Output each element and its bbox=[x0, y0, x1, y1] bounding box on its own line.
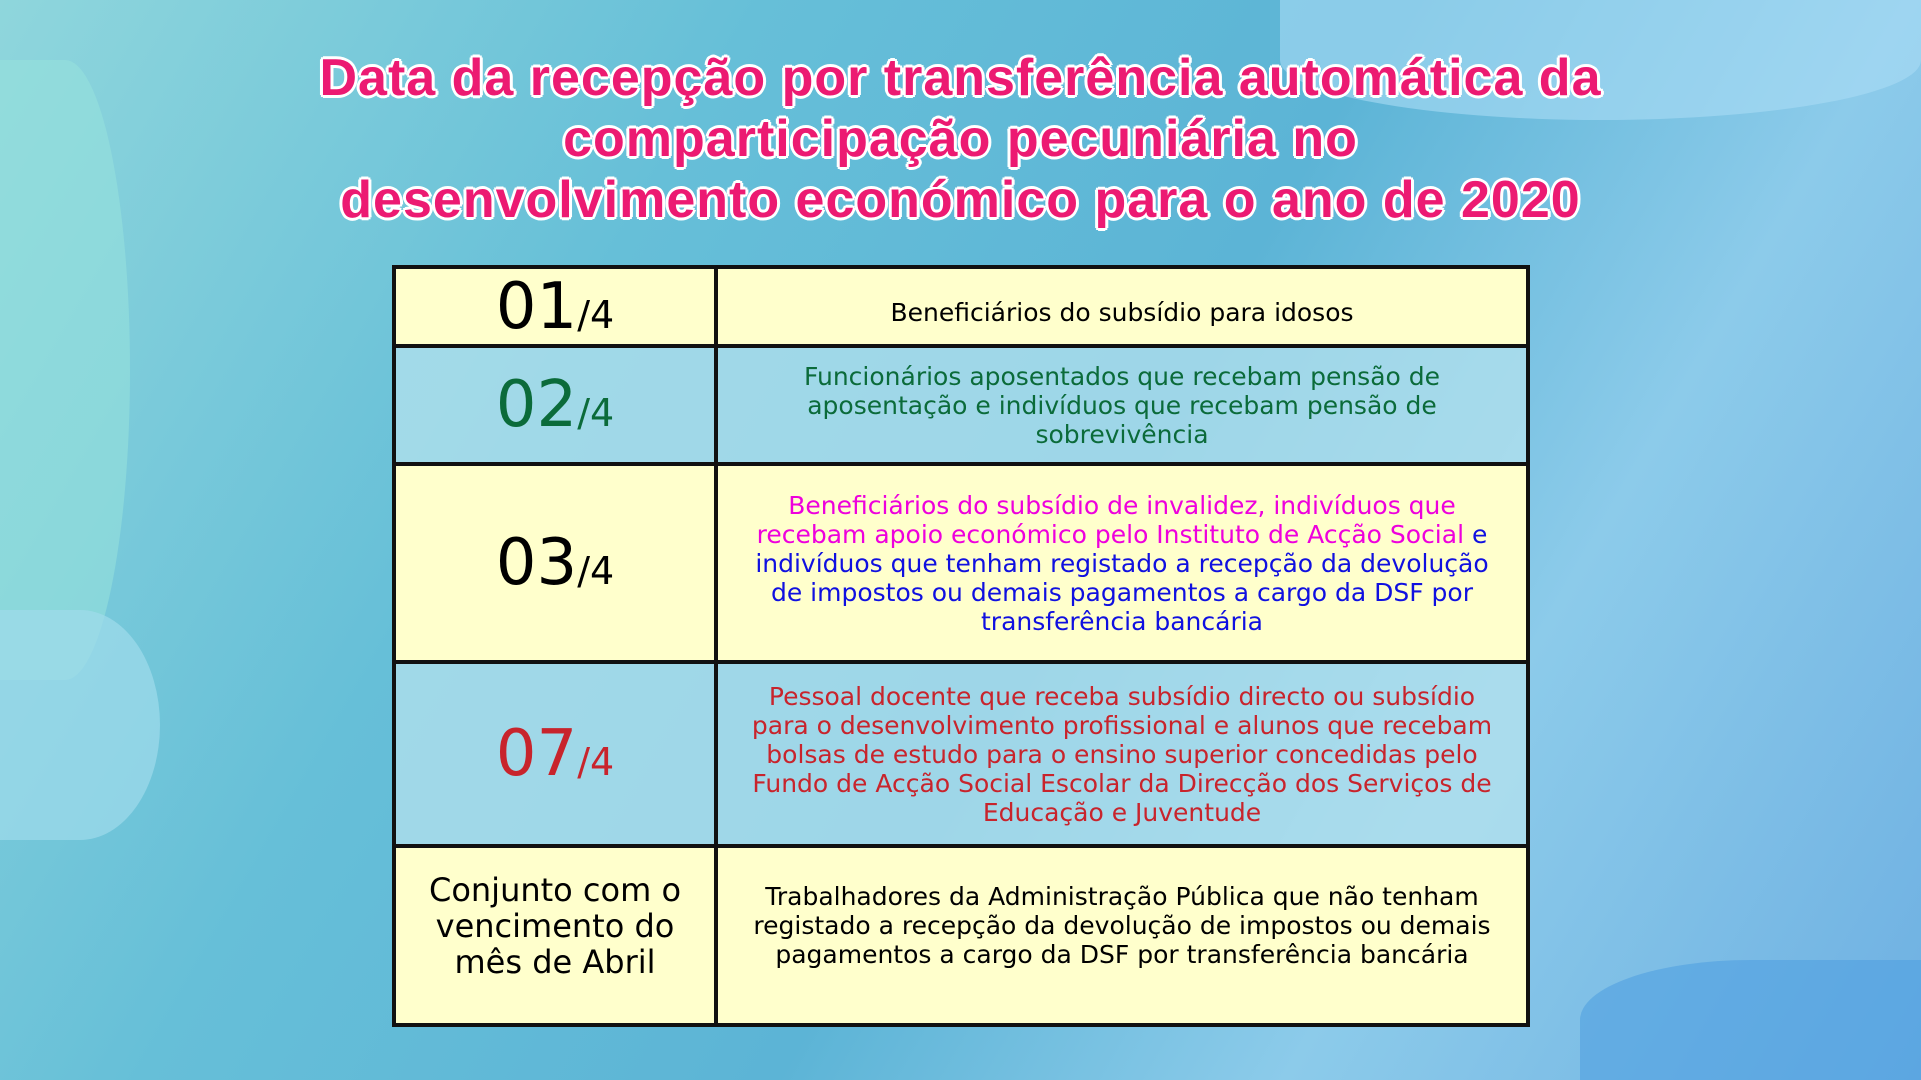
description-cell: Beneficiários do subsídio de invalidez, … bbox=[714, 462, 1530, 664]
table-row: Conjunto com o vencimento do mês de Abri… bbox=[392, 844, 1530, 1027]
day: 02 bbox=[495, 368, 578, 442]
table-row: 01/4 Beneficiários do subsídio para idos… bbox=[392, 265, 1530, 348]
background-shape bbox=[1580, 960, 1921, 1080]
background-shape bbox=[0, 60, 130, 680]
page-title: Data da recepção por transferência autom… bbox=[0, 48, 1921, 231]
date-cell: 03/4 bbox=[392, 462, 718, 664]
title-line: comparticipação pecuniária no bbox=[563, 110, 1358, 168]
table-row: 07/4 Pessoal docente que receba subsídio… bbox=[392, 660, 1530, 848]
month: /4 bbox=[577, 292, 615, 337]
month: /4 bbox=[577, 391, 615, 435]
description-cell: Pessoal docente que receba subsídio dire… bbox=[714, 660, 1530, 848]
background-shape bbox=[1280, 0, 1921, 120]
background-shape bbox=[0, 610, 160, 840]
description-cell: Funcionários aposentados que recebam pen… bbox=[714, 344, 1530, 466]
title-line: desenvolvimento económico para o ano de … bbox=[340, 171, 1581, 229]
date-cell: 07/4 bbox=[392, 660, 718, 848]
description-part-magenta: Beneficiários do subsídio de invalidez, … bbox=[756, 490, 1465, 549]
description-cell: Beneficiários do subsídio para idosos bbox=[714, 265, 1530, 348]
date-cell: Conjunto com o vencimento do mês de Abri… bbox=[392, 844, 718, 1027]
day: 03 bbox=[495, 526, 578, 600]
date-cell: 02/4 bbox=[392, 344, 718, 466]
month: /4 bbox=[577, 549, 615, 593]
description-part-blue: e indivíduos que tenham registado a rece… bbox=[755, 519, 1489, 636]
table-row: 03/4 Beneficiários do subsídio de invali… bbox=[392, 462, 1530, 664]
schedule-table: 01/4 Beneficiários do subsídio para idos… bbox=[392, 265, 1530, 1027]
date-cell: 01/4 bbox=[392, 265, 718, 348]
day: 07 bbox=[495, 717, 578, 791]
day: 01 bbox=[495, 269, 578, 344]
month: /4 bbox=[577, 740, 615, 784]
title-line: Data da recepção por transferência autom… bbox=[319, 49, 1602, 107]
table-row: 02/4 Funcionários aposentados que receba… bbox=[392, 344, 1530, 466]
description-cell: Trabalhadores da Administração Pública q… bbox=[714, 844, 1530, 1027]
